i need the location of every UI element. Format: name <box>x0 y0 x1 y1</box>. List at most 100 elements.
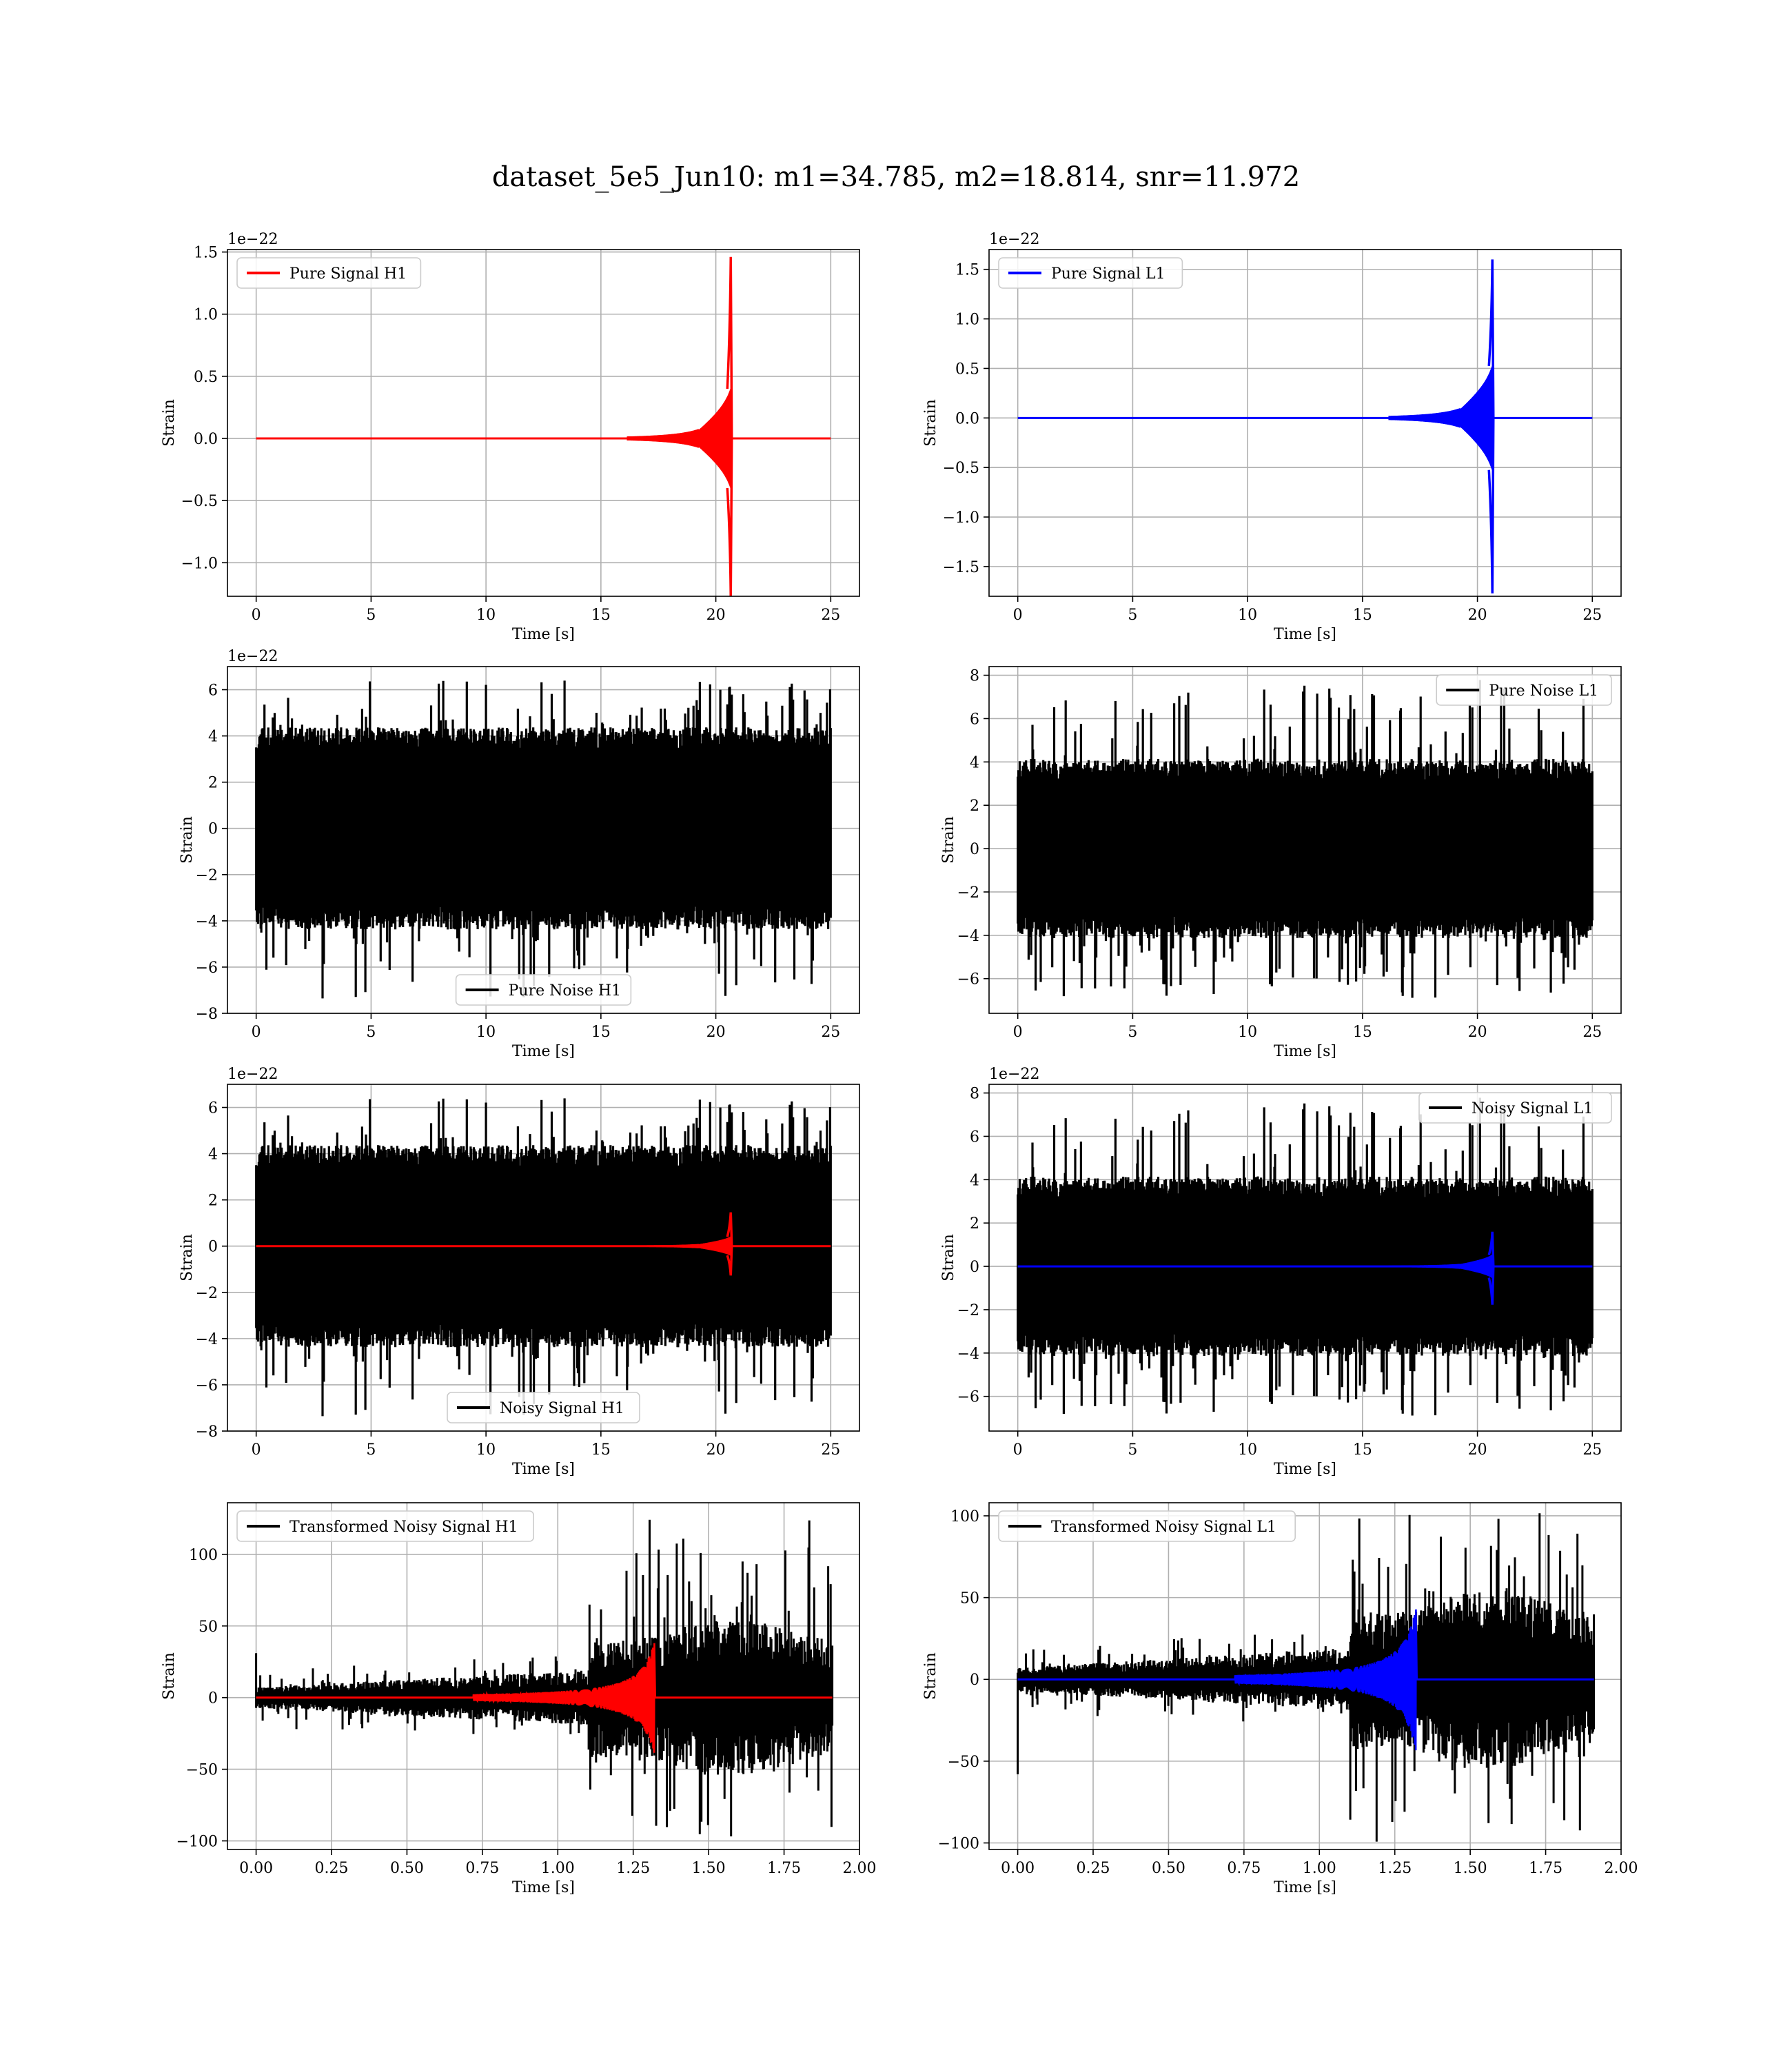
y-tick-label: −1.5 <box>943 559 979 576</box>
y-axis-label: Strain <box>940 816 957 864</box>
y-tick-label: 0.0 <box>955 410 979 427</box>
x-tick-label: 5 <box>1128 1024 1137 1041</box>
y-tick-label: 6 <box>970 1128 979 1146</box>
y-tick-label: 6 <box>208 1100 218 1117</box>
x-tick-label: 25 <box>1582 607 1602 624</box>
y-tick-label: 1.5 <box>194 245 218 262</box>
x-tick-label: 2.00 <box>1605 1860 1638 1877</box>
x-tick-label: 5 <box>366 1441 376 1459</box>
y-tick-label: −4 <box>957 928 979 945</box>
x-tick-label: 15 <box>1353 1441 1372 1459</box>
series-2-0 <box>255 680 832 999</box>
legend: Pure Noise H1 <box>455 974 632 1006</box>
y-tick-label: 8 <box>970 668 979 685</box>
y-tick-label: −1.0 <box>181 555 218 572</box>
y-tick-label: −2 <box>957 884 979 902</box>
y-tick-label: 100 <box>189 1547 218 1564</box>
legend-box <box>998 257 1183 289</box>
axes-frame <box>988 1502 1622 1850</box>
x-tick-label: 1.75 <box>767 1860 801 1877</box>
legend-label: Noisy Signal L1 <box>1472 1100 1593 1117</box>
y-tick-label: 4 <box>970 754 979 771</box>
x-tick-label: 20 <box>706 1024 726 1041</box>
x-tick-label: 0 <box>252 607 261 624</box>
y-tick-label: −100 <box>176 1834 218 1851</box>
plot-lines <box>255 1519 834 1836</box>
x-tick-label: 15 <box>1353 1024 1372 1041</box>
plot-lines <box>255 680 832 999</box>
axis-offset-text: 1e−22 <box>989 1066 1039 1083</box>
y-tick-label: 6 <box>208 682 218 700</box>
plot-lines <box>255 1098 832 1417</box>
y-tick-label: 1.5 <box>955 262 979 279</box>
y-tick-label: 1.0 <box>955 312 979 329</box>
y-tick-label: −100 <box>938 1836 979 1853</box>
x-tick-label: 5 <box>1128 1441 1137 1459</box>
axes-frame <box>988 1084 1622 1432</box>
axis-offset-text: 1e−22 <box>989 231 1039 248</box>
y-tick-label: 0 <box>970 1259 979 1276</box>
y-axis-label: Strain <box>179 1234 196 1281</box>
plot-lines <box>1017 680 1594 998</box>
y-tick-label: 50 <box>198 1619 218 1636</box>
y-axis-label: Strain <box>922 399 939 447</box>
plot-area <box>227 250 859 596</box>
y-tick-label: 2 <box>970 1215 979 1233</box>
x-tick-label: 0.25 <box>315 1860 349 1877</box>
y-tick-label: −0.5 <box>181 493 218 510</box>
x-tick-label: 0.25 <box>1077 1860 1110 1877</box>
axes-frame <box>988 666 1622 1014</box>
x-tick-label: 1.75 <box>1529 1860 1562 1877</box>
x-axis-label: Time [s] <box>1274 1879 1336 1896</box>
legend: Noisy Signal H1 <box>447 1392 640 1423</box>
series-7-1 <box>1017 1609 1594 1751</box>
y-tick-label: −2 <box>196 1285 218 1302</box>
y-axis-label: Strain <box>161 399 178 447</box>
y-tick-label: −50 <box>948 1754 979 1771</box>
y-tick-label: 4 <box>208 1146 218 1164</box>
x-tick-label: 25 <box>821 1024 840 1041</box>
legend-box <box>236 257 422 289</box>
x-tick-label: 0 <box>1013 607 1023 624</box>
x-tick-label: 1.50 <box>1454 1860 1487 1877</box>
x-axis-label: Time [s] <box>1274 626 1336 643</box>
figure-title: dataset_5e5_Jun10: m1=34.785, m2=18.814,… <box>492 161 1300 193</box>
x-tick-label: 0 <box>252 1441 261 1459</box>
legend-box <box>455 974 632 1006</box>
legend-box <box>236 1510 535 1542</box>
legend-box <box>1436 674 1612 706</box>
x-tick-label: 0.50 <box>390 1860 424 1877</box>
merger-spike <box>1487 259 1495 594</box>
x-axis-label: Time [s] <box>1274 1043 1336 1060</box>
y-tick-label: 4 <box>970 1172 979 1189</box>
legend-label: Transformed Noisy Signal L1 <box>1051 1519 1276 1536</box>
y-tick-label: −4 <box>957 1346 979 1363</box>
series-6-1 <box>256 1643 833 1753</box>
series-4-1 <box>256 1212 831 1276</box>
y-tick-label: 2 <box>208 775 218 792</box>
y-tick-label: 2 <box>208 1193 218 1210</box>
y-tick-label: −8 <box>196 1423 218 1441</box>
y-tick-label: 0.5 <box>194 369 218 386</box>
y-axis-label: Strain <box>940 1234 957 1281</box>
plot-lines <box>1017 1513 1596 1842</box>
x-tick-label: 10 <box>476 1024 496 1041</box>
merger-spike <box>726 256 733 596</box>
x-tick-label: 0.50 <box>1152 1860 1185 1877</box>
x-tick-label: 20 <box>1468 607 1487 624</box>
x-tick-label: 0.75 <box>1227 1860 1261 1877</box>
x-tick-label: 1.25 <box>1378 1860 1412 1877</box>
legend-box <box>1418 1092 1612 1124</box>
series-3-0 <box>1017 680 1594 998</box>
subplot-pure-noise-l1: 0 5 10 15 20 25 −6 −4 −2 0 2 4 6 8 Time [s] Strain Pure … <box>940 666 1622 1060</box>
x-tick-label: 10 <box>476 607 496 624</box>
x-axis-label: Time [s] <box>512 1879 575 1896</box>
x-tick-label: 10 <box>1238 1024 1257 1041</box>
legend: Pure Noise L1 <box>1436 674 1612 706</box>
legend: Transformed Noisy Signal H1 <box>236 1510 535 1542</box>
x-tick-label: 25 <box>1582 1441 1602 1459</box>
x-tick-label: 1.00 <box>541 1860 575 1877</box>
legend-label: Pure Signal H1 <box>289 265 407 283</box>
x-tick-label: 2.00 <box>843 1860 877 1877</box>
